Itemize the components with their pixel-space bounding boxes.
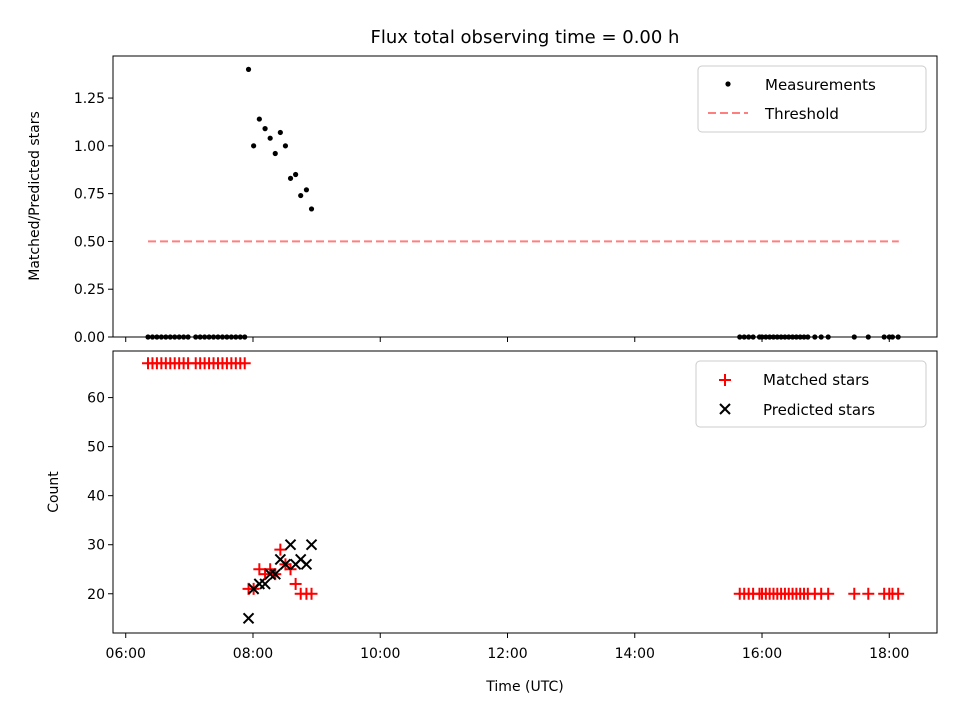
legend-predicted-label: Predicted stars xyxy=(763,401,875,419)
predicted-star-point xyxy=(284,539,297,551)
ratio-plot-frame xyxy=(112,55,938,338)
count-y-tick-label: 30 xyxy=(87,538,105,554)
time-x-axis-label: Time (UTC) xyxy=(485,679,563,695)
measurement-point xyxy=(251,143,257,149)
measurement-point xyxy=(282,143,289,149)
predicted-star-points xyxy=(242,539,318,624)
legend-matched-label: Matched stars xyxy=(763,371,869,389)
count-x-tick-label: 12:00 xyxy=(487,646,527,662)
matched-star-point xyxy=(848,587,861,600)
legend-threshold-label: Threshold xyxy=(764,105,839,123)
chart-title: Flux total observing time = 0.00 h xyxy=(371,27,680,48)
count-y-tick-label: 20 xyxy=(87,587,105,603)
count-x-tick-label: 18:00 xyxy=(869,646,909,662)
count-y-ticks: 20 30 40 50 60 xyxy=(87,391,113,603)
legend-measurements-label: Measurements xyxy=(765,76,876,94)
count-y-axis-label: Count xyxy=(46,471,62,513)
predicted-star-point xyxy=(264,568,276,580)
count-plot-frame xyxy=(112,350,938,634)
ratio-y-axis-label: Matched/Predicted stars xyxy=(27,111,43,281)
matched-star-point xyxy=(822,587,835,600)
predicted-star-point xyxy=(300,558,313,571)
ratio-y-tick-label: 0.00 xyxy=(74,330,105,346)
predicted-star-point xyxy=(242,612,255,624)
ratio-legend: Measurements Threshold xyxy=(697,65,927,133)
count-x-tick-label: 08:00 xyxy=(233,646,273,662)
measurement-point xyxy=(245,66,252,72)
matched-star-point xyxy=(289,577,302,590)
measurement-point xyxy=(293,171,299,178)
predicted-star-point xyxy=(279,558,292,571)
legend-predicted-marker xyxy=(719,403,731,415)
legend-matched-marker xyxy=(719,374,731,386)
measurement-point xyxy=(303,187,310,193)
measurement-point xyxy=(272,150,278,157)
count-panel: Count Time (UTC) 20 30 40 50 60 06:00 08:00 10… xyxy=(46,350,938,695)
ratio-y-tick-label: 1.25 xyxy=(74,91,105,107)
matched-star-points xyxy=(141,357,905,600)
count-legend: Matched stars Predicted stars xyxy=(695,360,927,428)
ratio-y-tick-label: 0.25 xyxy=(74,282,105,298)
measurement-point xyxy=(277,129,283,136)
measurement-point xyxy=(256,116,262,122)
ratio-y-tick-label: 0.75 xyxy=(74,187,105,203)
measurement-point xyxy=(267,135,273,141)
ratio-y-ticks: 0.00 0.25 0.50 0.75 1.00 1.25 xyxy=(74,91,113,346)
count-x-ticks: 06:00 08:00 10:00 12:00 14:00 16:00 18:00 xyxy=(106,633,909,662)
count-y-tick-label: 40 xyxy=(87,489,105,505)
count-y-tick-label: 50 xyxy=(87,440,105,456)
count-x-tick-label: 14:00 xyxy=(615,646,655,662)
measurement-point xyxy=(287,175,294,181)
matched-star-point xyxy=(274,543,287,556)
matched-star-point xyxy=(305,587,318,600)
predicted-star-point xyxy=(269,568,281,580)
matched-star-point xyxy=(238,357,251,370)
measurement-point xyxy=(298,192,304,199)
count-y-tick-label: 60 xyxy=(87,391,105,407)
predicted-star-point xyxy=(305,539,318,551)
ratio-y-tick-label: 1.00 xyxy=(74,139,105,155)
matched-star-point xyxy=(862,587,875,600)
ratio-panel: Flux total observing time = 0.00 h Match… xyxy=(27,27,938,346)
measurement-point xyxy=(308,206,315,212)
count-x-tick-label: 06:00 xyxy=(106,646,146,662)
measurement-point xyxy=(262,126,268,132)
predicted-star-point xyxy=(259,578,271,590)
legend-measurement-marker xyxy=(725,81,731,87)
count-x-tick-label: 16:00 xyxy=(742,646,782,662)
count-x-tick-label: 10:00 xyxy=(360,646,400,662)
matched-star-point xyxy=(892,587,905,600)
ratio-y-tick-label: 0.50 xyxy=(74,234,105,250)
